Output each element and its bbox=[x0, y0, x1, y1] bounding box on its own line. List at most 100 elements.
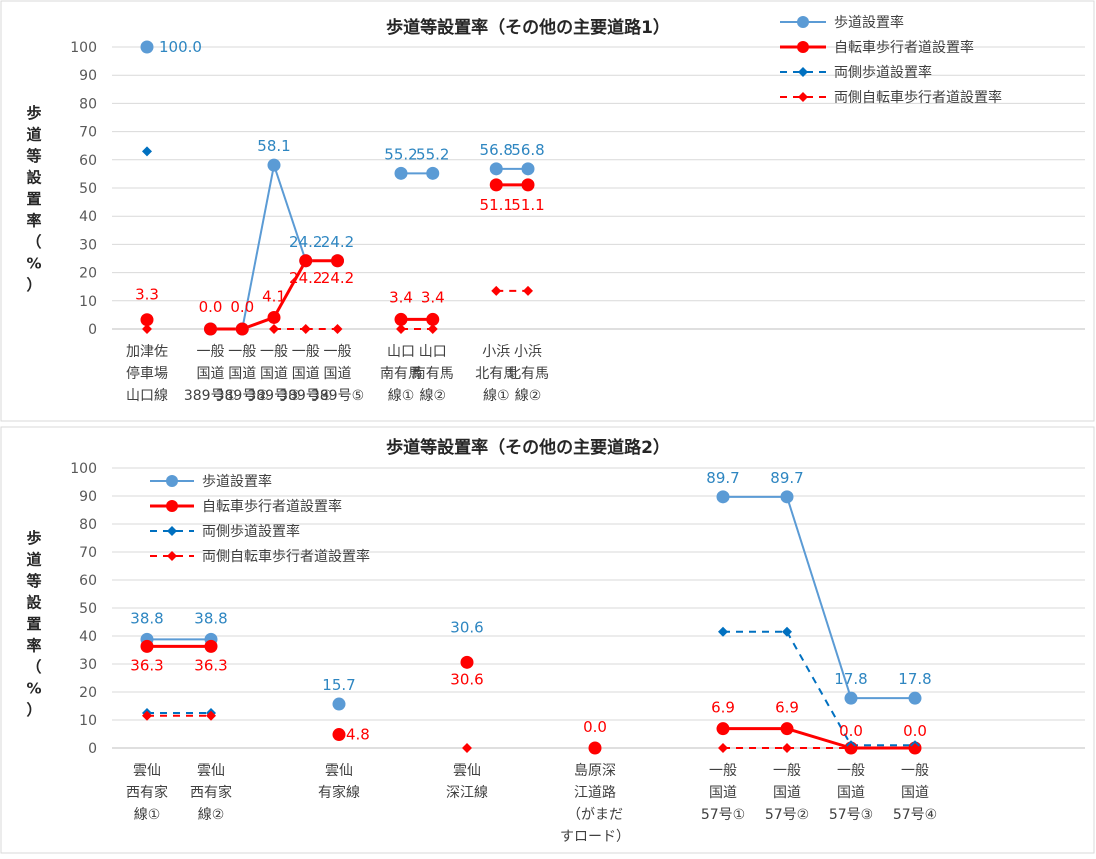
y-tick-label: 50 bbox=[79, 601, 97, 617]
series-line-segment bbox=[786, 631, 852, 746]
x-tick-label: 一般 bbox=[837, 763, 865, 779]
x-tick-label: 雲仙 bbox=[197, 763, 225, 779]
data-label: 3.4 bbox=[389, 288, 413, 306]
data-point bbox=[140, 639, 154, 653]
y-axis-label-char: 道 bbox=[26, 126, 41, 144]
data-label: 0.0 bbox=[903, 722, 927, 740]
data-label: 3.3 bbox=[135, 286, 159, 304]
x-tick-label: 国道 bbox=[773, 785, 801, 801]
y-axis-label-char: 道 bbox=[26, 551, 41, 569]
x-tick-label: 57号② bbox=[765, 807, 809, 823]
y-axis-label-char: 歩 bbox=[26, 529, 41, 547]
y-axis-label-char: 置 bbox=[26, 190, 41, 208]
y-axis-label-char: 等 bbox=[26, 147, 41, 165]
y-tick-label: 50 bbox=[79, 181, 97, 197]
data-point bbox=[521, 178, 535, 192]
legend-marker bbox=[167, 551, 177, 561]
data-point bbox=[908, 691, 922, 705]
data-label: 24.2 bbox=[321, 233, 354, 251]
x-tick-label: 57号③ bbox=[829, 807, 873, 823]
y-tick-label: 70 bbox=[79, 545, 97, 561]
x-tick-label: 一般 bbox=[901, 763, 929, 779]
x-tick-label: 雲仙 bbox=[133, 763, 161, 779]
y-tick-label: 40 bbox=[79, 209, 97, 225]
y-axis-label-char: 率 bbox=[26, 637, 41, 655]
data-label: 30.6 bbox=[450, 618, 483, 636]
data-label: 4.1 bbox=[262, 287, 286, 305]
series-line-segment bbox=[241, 164, 275, 330]
y-axis-label-char: 設 bbox=[26, 594, 42, 612]
x-tick-label: 雲仙 bbox=[453, 763, 481, 779]
data-label: 56.8 bbox=[511, 141, 544, 159]
data-point bbox=[267, 310, 281, 324]
x-tick-label: 一般 bbox=[709, 763, 737, 779]
legend-label: 両側自転車歩行者道設置率 bbox=[834, 89, 1002, 106]
legend-marker bbox=[167, 526, 177, 536]
y-axis-label-char: ） bbox=[26, 701, 41, 719]
x-tick-label: 国道 bbox=[324, 366, 352, 382]
x-tick-label: 389号⑤ bbox=[311, 388, 364, 404]
y-tick-label: 100 bbox=[70, 461, 97, 477]
data-label: 55.2 bbox=[416, 145, 449, 163]
data-label: 51.1 bbox=[480, 196, 513, 214]
x-tick-label: 深江線 bbox=[446, 785, 488, 801]
legend-marker bbox=[797, 16, 809, 28]
data-point-diamond bbox=[910, 743, 920, 753]
x-tick-label: 一般 bbox=[292, 344, 320, 360]
data-point bbox=[140, 313, 154, 327]
data-point bbox=[521, 162, 535, 176]
data-point-diamond bbox=[142, 710, 152, 721]
data-label: 89.7 bbox=[770, 469, 803, 487]
x-tick-label: 国道 bbox=[901, 785, 929, 801]
data-label: 36.3 bbox=[194, 656, 227, 674]
data-point-diamond bbox=[332, 324, 343, 334]
data-label: 17.8 bbox=[898, 670, 931, 688]
data-point-diamond bbox=[718, 743, 728, 753]
x-tick-label: 389号④ bbox=[279, 388, 332, 404]
x-tick-label: 国道 bbox=[292, 366, 320, 382]
data-point-diamond bbox=[206, 710, 216, 721]
x-tick-label: 一般 bbox=[228, 344, 256, 360]
x-tick-label: （がまだ bbox=[567, 807, 623, 823]
data-point bbox=[460, 655, 474, 669]
y-axis-label-char: 等 bbox=[26, 572, 41, 590]
data-point-diamond bbox=[782, 626, 792, 637]
data-point bbox=[716, 490, 730, 504]
x-tick-label: 北有馬 bbox=[475, 366, 517, 382]
x-tick-label: 線① bbox=[134, 807, 161, 823]
y-tick-label: 30 bbox=[79, 657, 97, 673]
data-label: 17.8 bbox=[834, 670, 867, 688]
data-point-diamond bbox=[491, 285, 502, 296]
data-label: 6.9 bbox=[775, 699, 799, 717]
x-tick-label: 線① bbox=[483, 388, 510, 404]
x-tick-label: 南有馬 bbox=[412, 366, 454, 382]
legend-marker bbox=[798, 67, 808, 77]
data-label: 56.8 bbox=[480, 141, 513, 159]
x-tick-label: 線② bbox=[419, 388, 446, 404]
data-point bbox=[780, 722, 794, 736]
x-tick-label: 線② bbox=[198, 807, 225, 823]
y-tick-label: 10 bbox=[79, 294, 97, 310]
series-line-segment bbox=[272, 260, 308, 319]
data-point bbox=[426, 166, 440, 180]
x-tick-label: 一般 bbox=[324, 344, 352, 360]
x-tick-label: 江道路 bbox=[574, 785, 616, 801]
series-line-segment bbox=[786, 496, 852, 699]
x-tick-label: 線① bbox=[388, 388, 415, 404]
data-point bbox=[716, 722, 730, 736]
y-tick-label: 20 bbox=[79, 266, 97, 282]
data-label: 4.8 bbox=[346, 726, 370, 744]
chart-title: 歩道等設置率（その他の主要道路2） bbox=[386, 437, 670, 458]
x-tick-label: すロード） bbox=[560, 829, 630, 845]
data-label: 58.1 bbox=[257, 137, 290, 155]
y-tick-label: 30 bbox=[79, 237, 97, 253]
data-point-diamond bbox=[142, 324, 152, 334]
data-point-diamond bbox=[300, 324, 311, 334]
x-tick-label: 389号② bbox=[216, 388, 269, 404]
x-tick-label: 57号④ bbox=[893, 807, 937, 823]
x-tick-label: 389号③ bbox=[247, 388, 300, 404]
y-axis-label-char: % bbox=[26, 255, 41, 273]
data-point bbox=[394, 312, 408, 326]
chart-1: 0 10 20 30 40 50 60 70 80 90 100 歩道等設置率（その他の主要道路1） 歩… bbox=[26, 14, 1085, 404]
